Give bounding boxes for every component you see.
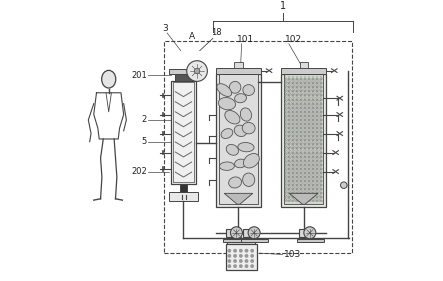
- Ellipse shape: [234, 125, 247, 137]
- Bar: [284, 74, 323, 204]
- Circle shape: [245, 249, 248, 252]
- Text: 101: 101: [237, 35, 255, 44]
- Circle shape: [251, 254, 254, 257]
- Ellipse shape: [238, 142, 254, 152]
- Bar: [243, 228, 253, 237]
- Bar: [173, 82, 194, 182]
- Ellipse shape: [242, 122, 255, 134]
- Ellipse shape: [219, 162, 234, 170]
- Circle shape: [228, 264, 231, 268]
- Bar: [281, 68, 326, 74]
- Circle shape: [251, 249, 254, 252]
- Circle shape: [187, 61, 207, 81]
- Bar: [223, 239, 250, 242]
- Ellipse shape: [226, 144, 238, 155]
- Circle shape: [239, 249, 242, 252]
- Bar: [216, 74, 261, 207]
- Circle shape: [230, 227, 242, 239]
- Circle shape: [239, 264, 242, 268]
- Circle shape: [251, 259, 254, 263]
- Bar: [168, 192, 198, 201]
- Ellipse shape: [225, 110, 240, 124]
- Circle shape: [194, 68, 200, 74]
- Circle shape: [233, 249, 237, 252]
- Circle shape: [245, 259, 248, 263]
- Text: 2: 2: [141, 115, 147, 124]
- Circle shape: [228, 254, 231, 257]
- Polygon shape: [224, 193, 253, 204]
- Circle shape: [341, 182, 347, 189]
- Ellipse shape: [243, 85, 255, 96]
- Circle shape: [245, 254, 248, 257]
- Bar: [171, 81, 196, 184]
- Bar: [281, 74, 326, 207]
- Ellipse shape: [229, 81, 241, 93]
- Text: 5: 5: [141, 137, 147, 146]
- Circle shape: [304, 227, 316, 239]
- Ellipse shape: [234, 159, 246, 168]
- Bar: [234, 62, 243, 68]
- Ellipse shape: [241, 108, 252, 121]
- Circle shape: [233, 264, 237, 268]
- Bar: [227, 238, 256, 244]
- Text: 1: 1: [280, 1, 286, 11]
- Bar: [175, 74, 192, 81]
- Circle shape: [245, 264, 248, 268]
- Text: 18: 18: [211, 28, 222, 37]
- Ellipse shape: [221, 129, 233, 139]
- Bar: [225, 228, 235, 237]
- Bar: [164, 41, 352, 253]
- Bar: [225, 244, 257, 270]
- Ellipse shape: [244, 153, 259, 168]
- Ellipse shape: [217, 84, 232, 96]
- Text: A: A: [189, 32, 195, 41]
- Circle shape: [239, 259, 242, 263]
- Text: 102: 102: [285, 35, 302, 44]
- Bar: [180, 184, 187, 192]
- Circle shape: [251, 264, 254, 268]
- Circle shape: [233, 254, 237, 257]
- Text: 103: 103: [284, 250, 301, 259]
- Bar: [297, 239, 323, 242]
- Circle shape: [228, 259, 231, 263]
- Text: 201: 201: [131, 71, 147, 80]
- Ellipse shape: [218, 98, 236, 110]
- Ellipse shape: [101, 70, 116, 88]
- Bar: [299, 62, 308, 68]
- Circle shape: [239, 254, 242, 257]
- Text: 3: 3: [162, 24, 168, 33]
- Ellipse shape: [229, 177, 241, 188]
- Bar: [219, 74, 258, 204]
- Circle shape: [228, 249, 231, 252]
- Bar: [168, 69, 198, 74]
- Circle shape: [233, 259, 237, 263]
- Bar: [216, 68, 261, 74]
- Circle shape: [248, 227, 260, 239]
- Text: 202: 202: [131, 167, 147, 176]
- Ellipse shape: [235, 94, 246, 103]
- Bar: [299, 228, 308, 237]
- Polygon shape: [289, 193, 318, 204]
- Ellipse shape: [243, 173, 255, 187]
- Bar: [241, 239, 268, 242]
